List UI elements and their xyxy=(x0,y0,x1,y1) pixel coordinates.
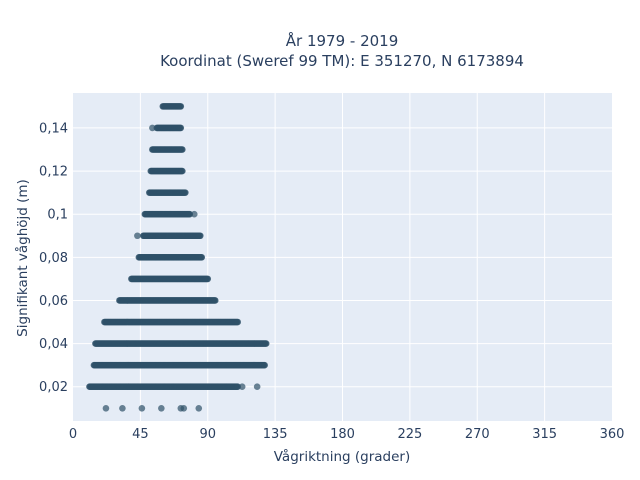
data-point xyxy=(195,404,203,412)
data-point xyxy=(253,383,261,391)
data-point xyxy=(178,167,186,175)
data-point xyxy=(177,103,185,110)
data-point xyxy=(138,404,146,412)
data-points xyxy=(86,103,270,412)
data-point xyxy=(158,404,165,412)
data-point xyxy=(178,146,186,153)
y-tick-label: 0,04 xyxy=(39,337,68,352)
data-point xyxy=(261,361,268,369)
y-tick-label: 0,12 xyxy=(39,165,68,180)
x-tick-label: 315 xyxy=(532,427,557,442)
data-point xyxy=(204,275,212,283)
chart-title-line-2: Koordinat (Sweref 99 TM): E 351270, N 61… xyxy=(160,52,524,70)
x-tick-label: 135 xyxy=(263,427,288,442)
data-point xyxy=(190,210,198,218)
y-tick-label: 0,06 xyxy=(39,294,68,309)
data-point xyxy=(211,297,219,304)
y-tick-labels: 0,02 0,04 0,06 0,08 0,1 0,12 0,14 xyxy=(39,121,68,395)
data-point xyxy=(134,232,141,240)
data-point xyxy=(102,404,110,412)
data-point xyxy=(198,254,206,261)
x-tick-label: 90 xyxy=(199,427,216,442)
data-point xyxy=(149,124,156,132)
y-tick-label: 0,02 xyxy=(39,380,68,395)
x-tick-label: 225 xyxy=(397,427,422,442)
data-point xyxy=(177,124,185,132)
data-point xyxy=(238,383,246,391)
data-point xyxy=(262,340,270,347)
x-tick-label: 270 xyxy=(465,427,490,442)
x-axis-title: Vågriktning (grader) xyxy=(274,448,411,465)
chart-title-line-1: År 1979 - 2019 xyxy=(286,31,399,50)
x-tick-label: 360 xyxy=(600,427,625,442)
y-tick-label: 0,08 xyxy=(39,251,68,266)
data-point xyxy=(119,404,126,412)
y-axis-title: Signifikant våghöjd (m) xyxy=(14,179,31,337)
x-tick-labels: 0 45 90 135 180 225 270 315 360 xyxy=(69,427,625,442)
data-point xyxy=(196,232,204,240)
x-tick-label: 0 xyxy=(69,427,77,442)
data-point xyxy=(234,318,241,326)
y-tick-label: 0,14 xyxy=(39,121,68,136)
data-point xyxy=(180,404,188,412)
data-point xyxy=(181,189,189,196)
x-tick-label: 45 xyxy=(132,427,149,442)
y-tick-label: 0,1 xyxy=(47,208,68,223)
x-tick-label: 180 xyxy=(330,427,355,442)
